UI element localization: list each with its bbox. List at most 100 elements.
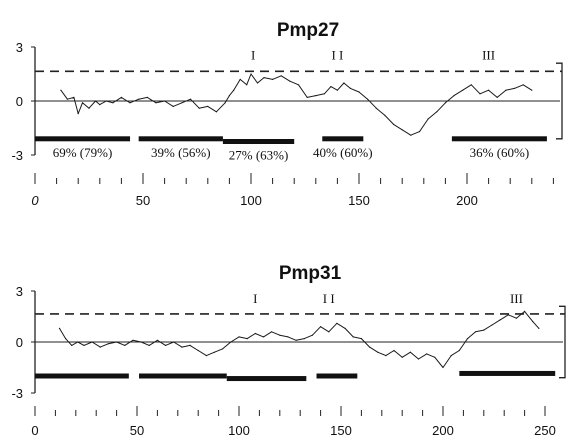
pmp27-segment-label: 36% (60%) — [470, 145, 530, 160]
pmp27-data-point — [375, 107, 377, 109]
pmp27-data-point — [522, 84, 524, 86]
pmp31-data-point — [189, 344, 191, 346]
pmp31-data-point — [99, 346, 101, 348]
pmp27-title: Pmp27 — [277, 20, 339, 41]
pmp27-data-point — [105, 100, 107, 102]
pmp31-data-point — [254, 332, 256, 335]
pmp27-data-point — [77, 113, 79, 115]
pmp27-data-point — [315, 95, 317, 97]
pmp27-data-point — [181, 102, 183, 104]
pmp27-y-tick-label: 0 — [16, 94, 23, 109]
pmp27-hydropathy-series — [60, 73, 533, 136]
pmp27-data-point — [306, 96, 308, 98]
pmp31-data-point — [181, 346, 183, 348]
pmp31-data-point — [287, 336, 289, 338]
pmp27-data-point — [228, 95, 230, 97]
pmp31-x-tick-label: 100 — [228, 423, 250, 438]
pmp27-region-marker: I — [251, 48, 255, 63]
pmp27-data-point — [427, 118, 429, 120]
pmp31-data-point — [434, 356, 436, 358]
pmp31-data-point — [466, 338, 469, 340]
pmp31-data-point — [483, 329, 485, 331]
pmp31-y-tick-label: -3 — [11, 386, 23, 401]
pmp27-data-point — [330, 86, 332, 88]
pmp31-data-point — [328, 331, 330, 333]
pmp27-data-point — [336, 89, 338, 91]
pmp27-right-bracket — [556, 62, 563, 140]
pmp31-data-point — [205, 355, 207, 357]
pmp31-data-point — [238, 336, 240, 338]
pmp31-data-point — [213, 351, 216, 353]
pmp27-data-point — [60, 89, 62, 91]
pmp27-data-point — [112, 102, 114, 104]
pmp31-data-point — [91, 341, 93, 343]
pmp27-data-point — [94, 100, 97, 102]
pmp27-data-point — [436, 111, 438, 113]
pmp31-region-marker: I — [253, 291, 257, 306]
pmp27-data-point — [250, 73, 252, 75]
pmp27-data-point — [323, 93, 325, 95]
pmp31-x-tick-label: 250 — [534, 423, 556, 438]
pmp27-panel: Pmp27 3 0 -3 I I I III 69% (79%) 39% (56%) 27% (… — [11, 20, 563, 208]
pmp27-data-point — [215, 111, 217, 113]
pmp31-data-point — [401, 356, 403, 358]
pmp27-data-point — [120, 96, 122, 98]
pmp27-segment-bar — [451, 136, 547, 142]
pmp27-x-tick-label: 50 — [136, 193, 150, 208]
pmp31-data-point — [320, 326, 322, 328]
pmp31-hydropathy-series — [59, 310, 540, 368]
pmp27-data-point — [384, 114, 386, 116]
pmp31-right-bracket — [559, 305, 566, 379]
pmp31-data-point — [279, 334, 281, 336]
pmp27-y-tick-label: -3 — [11, 148, 23, 163]
pmp31-segment-bar — [139, 373, 227, 379]
pmp27-data-point — [207, 105, 209, 107]
pmp31-segment-bar — [226, 376, 307, 382]
pmp31-data-point — [77, 341, 79, 343]
pmp31-data-point — [426, 353, 428, 355]
pmp31-x-tick-label: 150 — [330, 423, 352, 438]
pmp31-x-tick-label: 0 — [31, 423, 38, 438]
pmp31-data-point — [507, 314, 509, 316]
pmp31-data-point — [132, 339, 134, 341]
pmp31-data-point — [71, 344, 73, 346]
pmp31-data-point — [417, 358, 420, 360]
pmp31-data-point — [344, 327, 346, 329]
pmp31-region-marker: I I — [323, 291, 335, 306]
pmp31-data-point — [360, 338, 362, 340]
pmp27-data-point — [444, 102, 446, 104]
pmp27-data-point — [531, 89, 533, 91]
pmp27-data-point — [172, 105, 174, 107]
pmp27-x-tick-label: 200 — [456, 193, 478, 208]
pmp27-region-marker: I I — [331, 48, 343, 63]
pmp27-data-point — [73, 96, 75, 98]
pmp27-data-point — [297, 84, 300, 86]
pmp31-data-point — [458, 349, 460, 352]
pmp31-data-point — [442, 366, 444, 369]
pmp27-data-point — [198, 107, 200, 109]
pmp31-data-point — [538, 327, 540, 329]
pmp27-region-marker: III — [482, 48, 495, 63]
pmp27-data-point — [246, 84, 248, 86]
pmp27-data-point — [155, 102, 157, 104]
pmp31-data-point — [311, 334, 313, 336]
pmp27-segment-label: 40% (60%) — [313, 145, 373, 160]
pmp27-data-point — [239, 78, 241, 80]
pmp27-segment-bar — [322, 136, 364, 142]
pmp31-data-point — [65, 338, 67, 340]
pmp27-data-point — [462, 89, 464, 91]
pmp27-data-point — [358, 91, 360, 93]
pmp31-data-point — [222, 348, 224, 350]
pmp31-data-point — [140, 341, 142, 343]
pmp31-segment-bar — [459, 370, 556, 376]
pmp27-data-point — [410, 134, 412, 136]
pmp31-segment-bar — [35, 373, 129, 379]
pmp27-data-point — [189, 98, 192, 100]
pmp27-segment-label: 39% (56%) — [151, 145, 211, 160]
pmp31-data-point — [197, 349, 199, 352]
pmp27-data-point — [505, 89, 507, 91]
pmp31-region-marker: III — [510, 291, 523, 306]
pmp31-panel: Pmp31 3 0 -3 I I I III 0 50 100 150 200 250 — [11, 263, 566, 438]
pmp27-data-point — [401, 129, 403, 131]
